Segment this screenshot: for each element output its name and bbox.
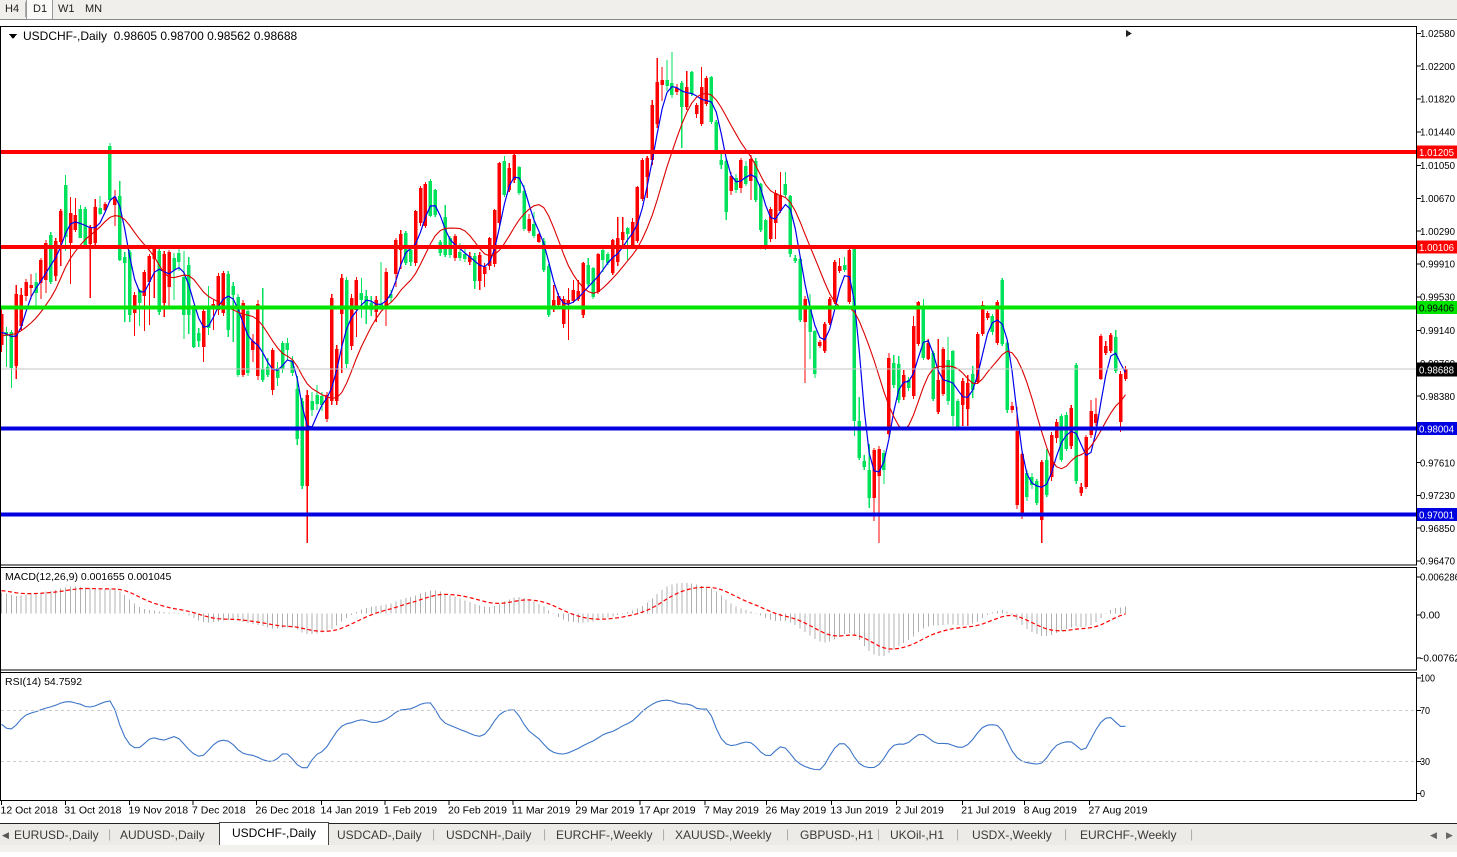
svg-text:17 Apr 2019: 17 Apr 2019 xyxy=(639,805,696,817)
svg-text:30: 30 xyxy=(1420,756,1430,768)
svg-text:0.99530: 0.99530 xyxy=(1420,292,1455,304)
svg-text:8 Aug 2019: 8 Aug 2019 xyxy=(1024,805,1077,817)
svg-text:19 Nov 2018: 19 Nov 2018 xyxy=(129,805,189,817)
svg-text:11 Mar 2019: 11 Mar 2019 xyxy=(512,805,570,817)
svg-text:-0.00762: -0.00762 xyxy=(1420,653,1457,665)
svg-text:0.00: 0.00 xyxy=(1420,610,1440,622)
svg-text:MACD(12,26,9) 0.001655 0.00104: MACD(12,26,9) 0.001655 0.001045 xyxy=(5,571,172,583)
svg-text:USDCHF-,Daily 0.98605 0.98700: USDCHF-,Daily 0.98605 0.98700 0.98562 0.… xyxy=(23,29,298,43)
svg-text:1.02580: 1.02580 xyxy=(1420,28,1455,40)
svg-text:0.97001: 0.97001 xyxy=(1419,509,1454,521)
svg-text:1.00670: 1.00670 xyxy=(1420,193,1455,205)
svg-text:1.01440: 1.01440 xyxy=(1420,127,1455,139)
svg-text:0.96850: 0.96850 xyxy=(1420,523,1455,535)
svg-text:20 Feb 2019: 20 Feb 2019 xyxy=(448,805,507,817)
svg-text:0.99406: 0.99406 xyxy=(1419,302,1454,314)
svg-text:1 Feb 2019: 1 Feb 2019 xyxy=(384,805,437,817)
svg-text:1.01050: 1.01050 xyxy=(1420,160,1455,172)
svg-text:100: 100 xyxy=(1420,673,1435,685)
svg-text:7 Dec 2018: 7 Dec 2018 xyxy=(192,805,246,817)
svg-text:0.99910: 0.99910 xyxy=(1420,259,1455,271)
svg-text:31 Oct 2018: 31 Oct 2018 xyxy=(64,805,121,817)
svg-text:14 Jan 2019: 14 Jan 2019 xyxy=(321,805,379,817)
svg-text:0.006286: 0.006286 xyxy=(1420,572,1457,584)
svg-text:0.99140: 0.99140 xyxy=(1420,325,1455,337)
svg-text:0.98380: 0.98380 xyxy=(1420,391,1455,403)
svg-text:13 Jun 2019: 13 Jun 2019 xyxy=(830,805,888,817)
svg-text:0: 0 xyxy=(1420,788,1425,800)
svg-text:7 May 2019: 7 May 2019 xyxy=(704,805,759,817)
svg-text:26 May 2019: 26 May 2019 xyxy=(766,805,827,817)
svg-text:0.97230: 0.97230 xyxy=(1420,490,1455,502)
svg-text:1.01205: 1.01205 xyxy=(1419,147,1454,159)
svg-text:70: 70 xyxy=(1420,705,1430,717)
svg-text:12 Oct 2018: 12 Oct 2018 xyxy=(1,805,58,817)
svg-text:0.96470: 0.96470 xyxy=(1420,556,1455,568)
svg-text:27 Aug 2019: 27 Aug 2019 xyxy=(1089,805,1148,817)
svg-text:0.97610: 0.97610 xyxy=(1420,457,1455,469)
svg-text:0.98688: 0.98688 xyxy=(1419,364,1454,376)
svg-text:1.00106: 1.00106 xyxy=(1419,242,1454,254)
svg-text:2 Jul 2019: 2 Jul 2019 xyxy=(895,805,944,817)
svg-text:0.98004: 0.98004 xyxy=(1419,423,1454,435)
svg-text:21 Jul 2019: 21 Jul 2019 xyxy=(961,805,1015,817)
svg-text:29 Mar 2019: 29 Mar 2019 xyxy=(576,805,635,817)
svg-text:1.02200: 1.02200 xyxy=(1420,61,1455,73)
svg-text:1.01820: 1.01820 xyxy=(1420,94,1455,106)
svg-text:RSI(14) 54.7592: RSI(14) 54.7592 xyxy=(5,676,82,688)
svg-text:26 Dec 2018: 26 Dec 2018 xyxy=(256,805,316,817)
svg-text:1.00290: 1.00290 xyxy=(1420,226,1455,238)
